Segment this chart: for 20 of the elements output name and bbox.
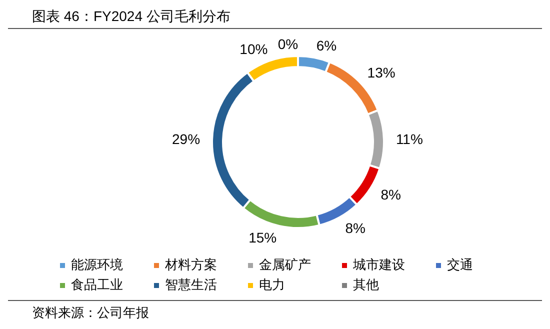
- data-label: 6%: [316, 38, 337, 54]
- legend-label: 金属矿产: [259, 256, 311, 274]
- legend-label: 能源环境: [71, 256, 123, 274]
- data-label: 10%: [240, 40, 268, 57]
- legend-label: 城市建设: [353, 256, 405, 274]
- data-label: 15%: [248, 230, 277, 246]
- text: 资料来源：公司年报: [31, 304, 150, 322]
- chart-title: 图表 46：FY2024 公司毛利分布: [8, 8, 542, 29]
- legend-label: 材料方案: [165, 256, 217, 274]
- text: 0%: [278, 36, 298, 52]
- legend-label: 其他: [353, 276, 379, 294]
- data-label: 8%: [345, 220, 366, 236]
- legend-label: 电力: [259, 276, 285, 294]
- legend-label: 智慧生活: [165, 276, 217, 294]
- data-label: 8%: [380, 186, 401, 203]
- data-label: 13%: [367, 64, 396, 81]
- legend-label: 交通: [447, 256, 473, 274]
- legend-label: 食品工业: [71, 276, 123, 294]
- data-label: 29%: [172, 130, 200, 147]
- data-label: 11%: [396, 130, 423, 147]
